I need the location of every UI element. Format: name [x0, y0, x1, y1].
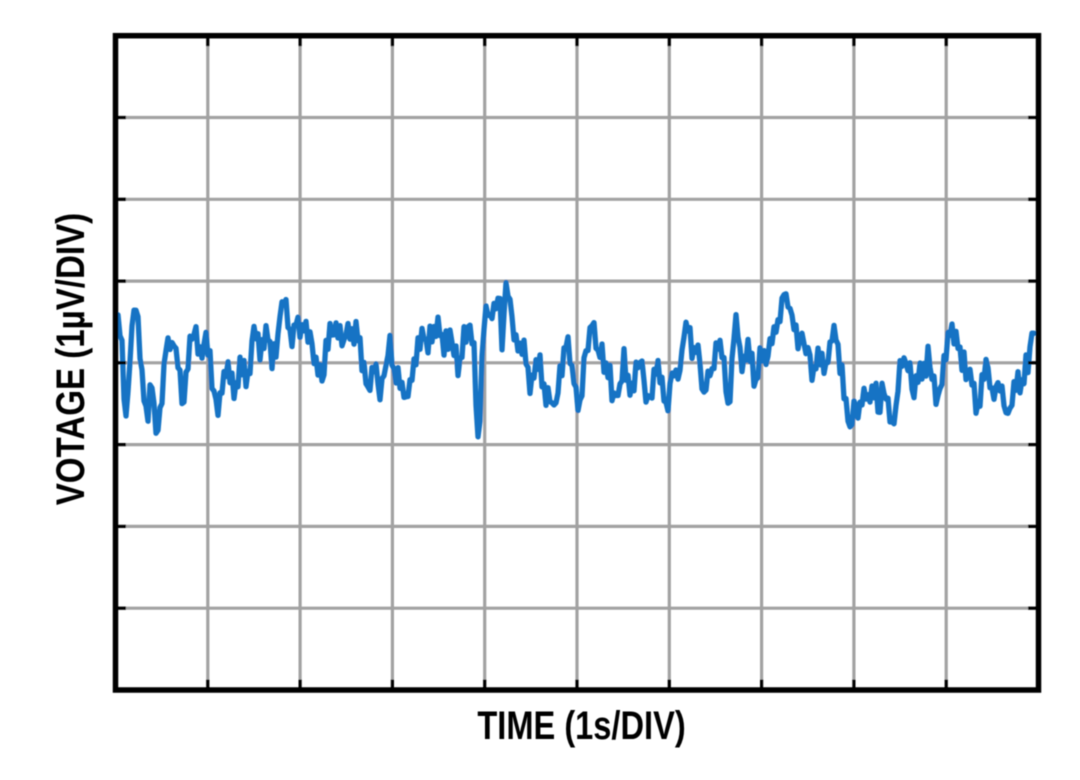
svg-text:VOTAGE (1µV/DIV): VOTAGE (1µV/DIV) [49, 213, 93, 506]
svg-text:TIME (1s/DIV): TIME (1s/DIV) [477, 704, 685, 748]
